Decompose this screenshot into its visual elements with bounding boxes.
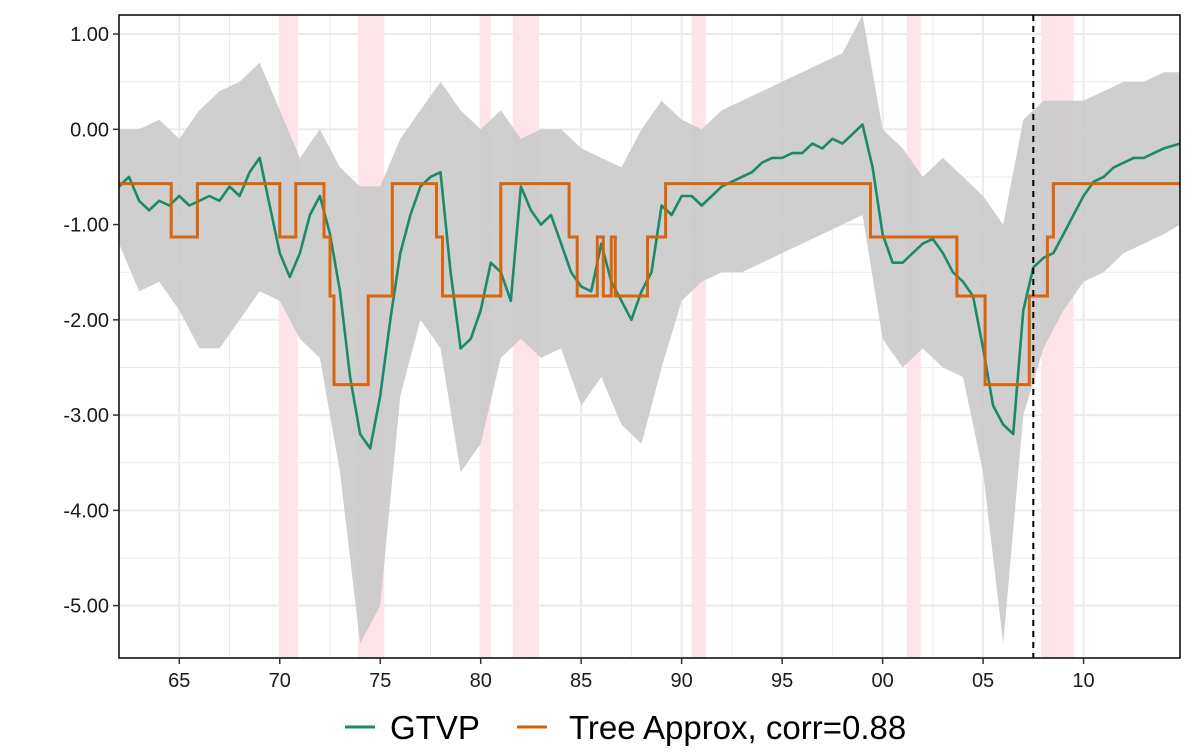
- x-tick-label: 90: [671, 670, 693, 692]
- x-axis: 65 70 75 80 85 90 95 00 05 10: [168, 658, 1095, 692]
- y-tick-label: -1.00: [63, 215, 109, 237]
- legend-label-gtvp: GTVP: [390, 709, 480, 746]
- y-tick-label: 1.00: [70, 24, 109, 46]
- x-tick-label: 85: [570, 670, 592, 692]
- x-tick-label: 65: [168, 670, 190, 692]
- y-axis: 1.00 0.00 -1.00 -2.00 -3.00 -4.00 -5.00: [63, 24, 119, 618]
- legend-label-tree: Tree Approx, corr=0.88: [569, 709, 906, 746]
- x-tick-label: 75: [369, 670, 391, 692]
- x-tick-label: 70: [269, 670, 291, 692]
- y-tick-label: -2.00: [63, 310, 109, 332]
- series-lines: [118, 123, 1181, 450]
- x-tick-label: 80: [470, 670, 492, 692]
- x-tick-label: 10: [1072, 670, 1094, 692]
- gtvp-band-area: [119, 15, 1180, 644]
- recession-band: [279, 15, 298, 658]
- x-tick-label: 95: [771, 670, 793, 692]
- y-tick-label: -3.00: [63, 405, 109, 427]
- tree-approx-line: [119, 182, 1180, 387]
- confidence-band: [119, 15, 1180, 644]
- panel-border: [118, 14, 1181, 659]
- y-tick-label: -5.00: [63, 596, 109, 618]
- x-tick-label: 05: [972, 670, 994, 692]
- y-tick-label: -4.00: [63, 500, 109, 522]
- x-tick-label: 00: [871, 670, 893, 692]
- legend: GTVP Tree Approx, corr=0.88: [345, 709, 906, 746]
- recession-band: [691, 15, 706, 658]
- y-tick-label: 0.00: [70, 119, 109, 141]
